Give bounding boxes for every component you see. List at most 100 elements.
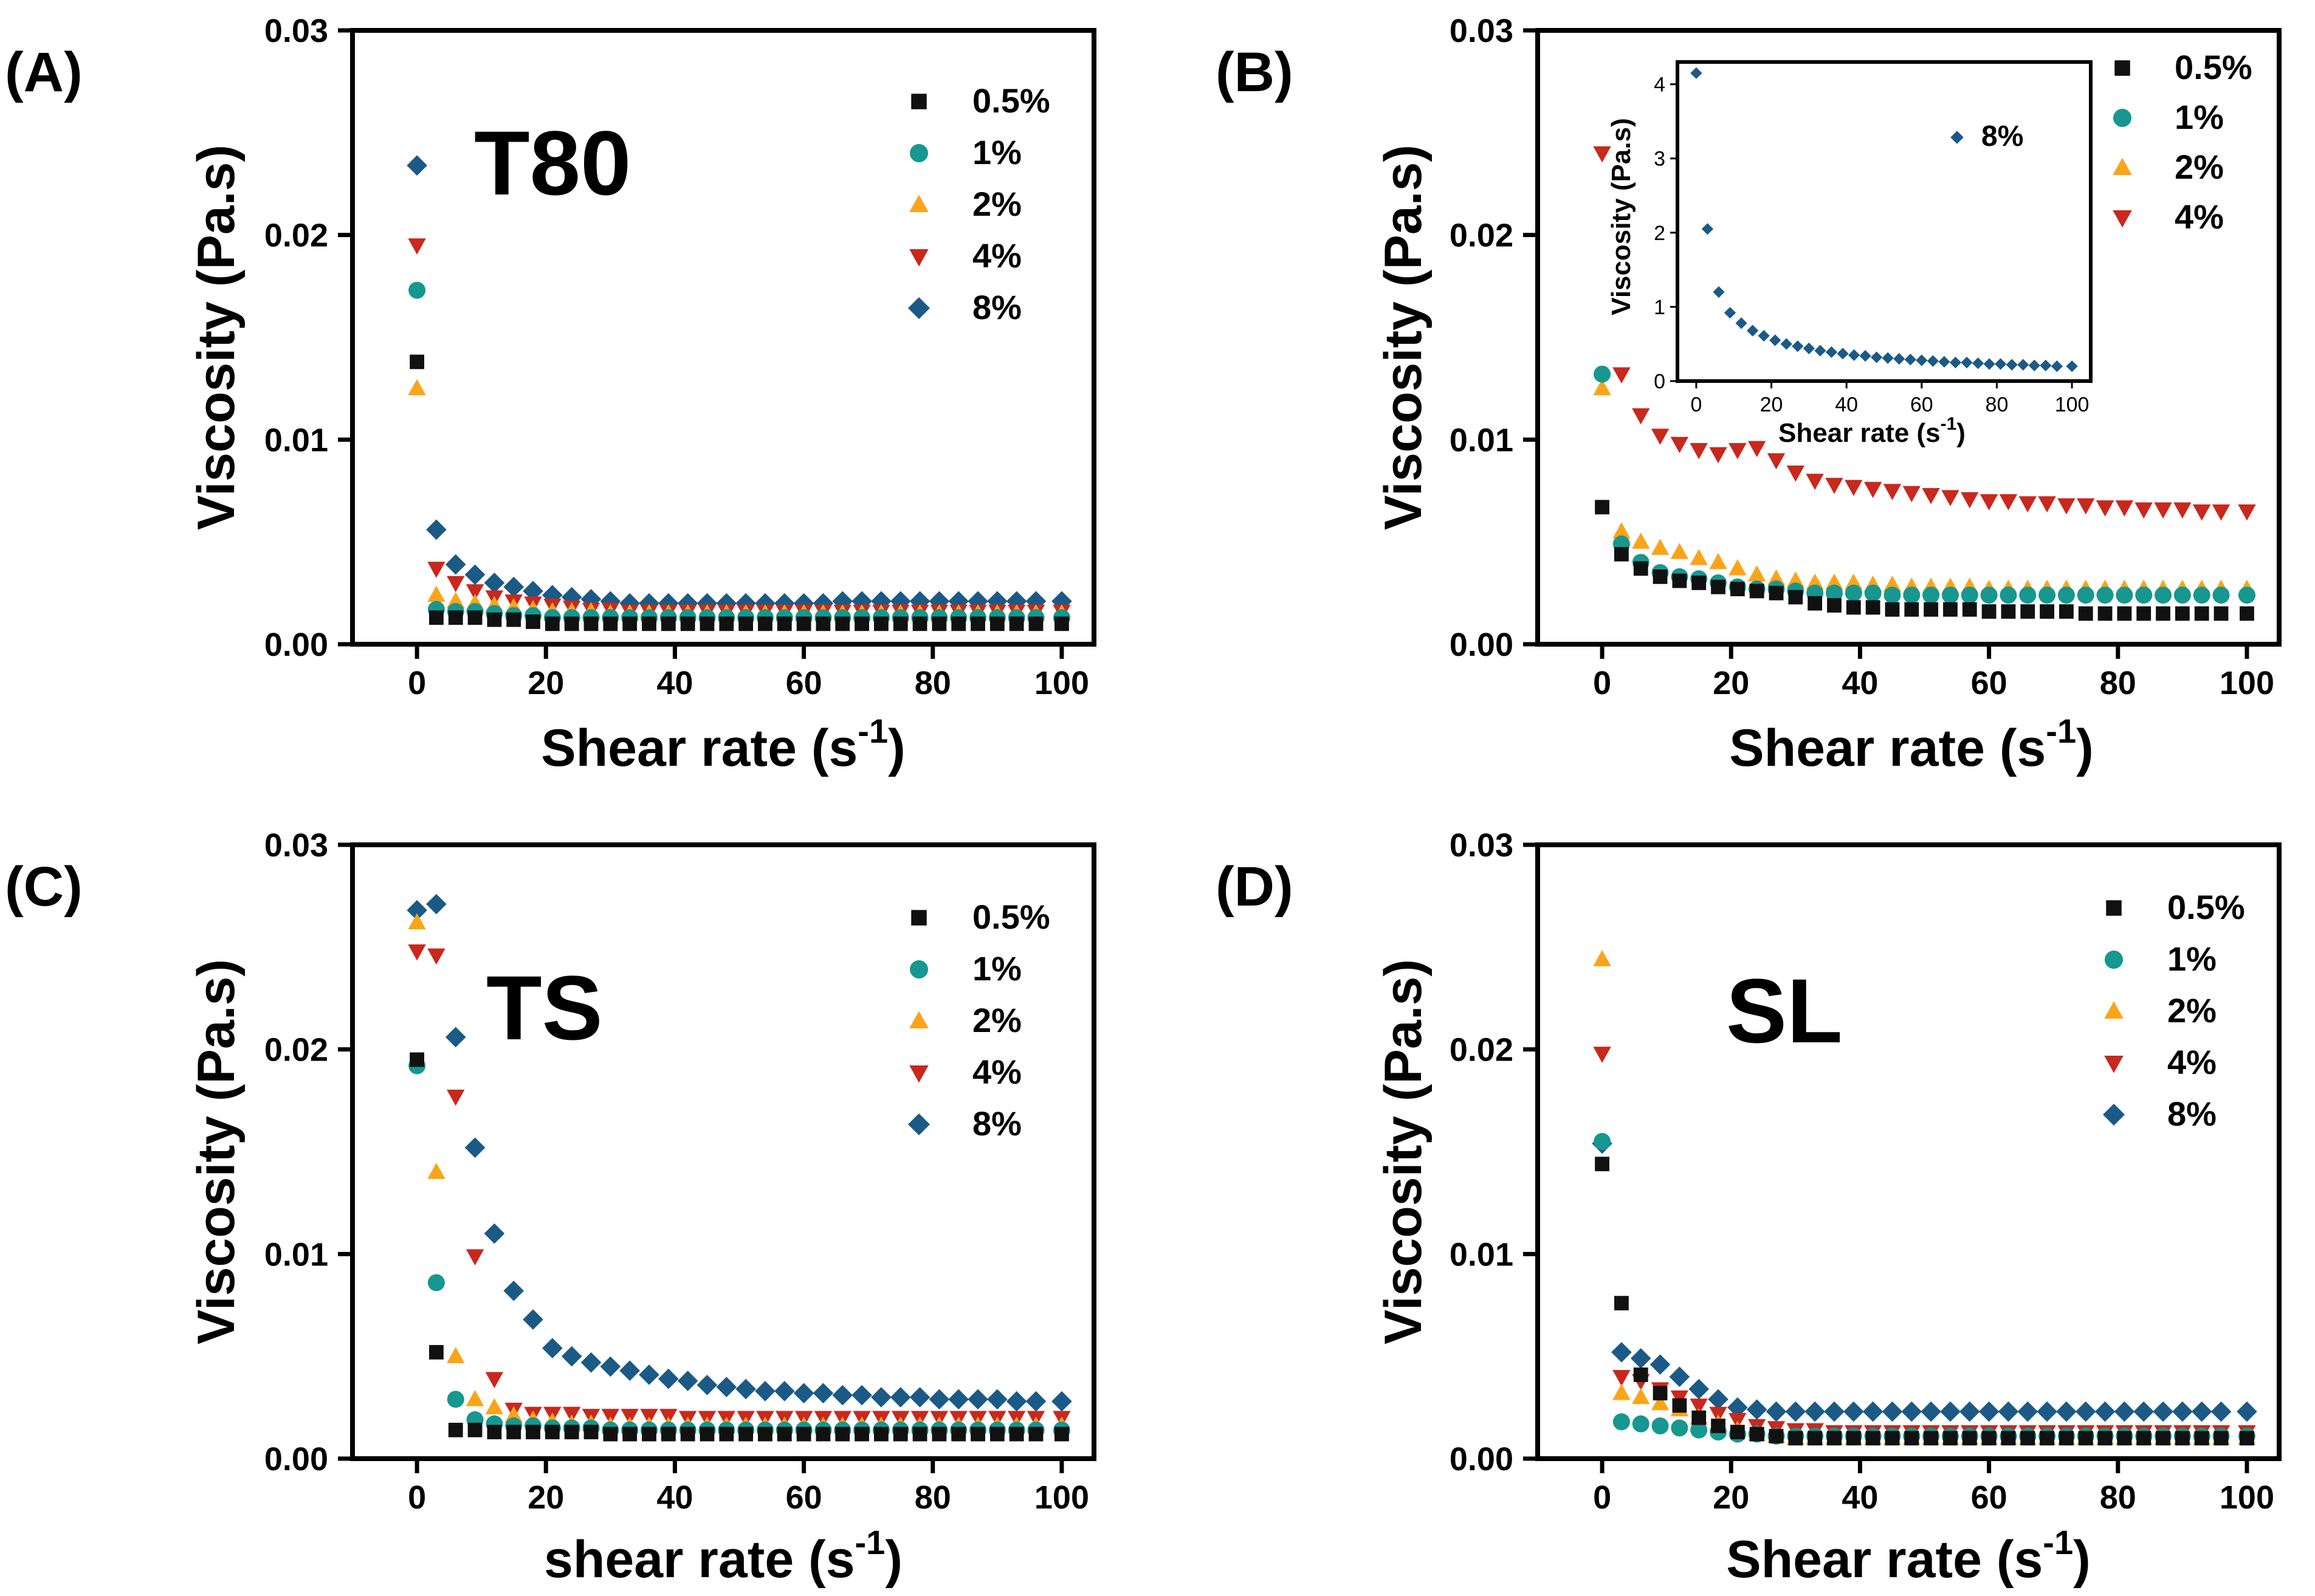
y-tick-label: 0.02 (264, 218, 328, 254)
data-point (1922, 586, 1940, 604)
data-point (1747, 565, 1766, 582)
data-point (2214, 606, 2229, 621)
y-tick-label: 0.02 (1450, 1032, 1513, 1068)
data-point (1614, 1296, 1629, 1311)
data-point (971, 1426, 985, 1442)
inset-data-point (1848, 349, 1860, 361)
data-point (1651, 1417, 1669, 1435)
data-point (410, 1052, 424, 1067)
data-point (1940, 1401, 1961, 1422)
data-point (1943, 1431, 1958, 1446)
data-point (2210, 1401, 2232, 1422)
data-point (1826, 584, 1843, 602)
data-point (1054, 616, 1069, 631)
data-point (1690, 442, 1708, 459)
data-point (1882, 1401, 1903, 1422)
legend-marker (911, 910, 927, 926)
data-point (1824, 1401, 1845, 1422)
data-point (893, 616, 908, 631)
data-point (2019, 586, 2037, 604)
x-tick-label: 80 (2100, 1479, 2136, 1516)
series-8pct (407, 893, 1072, 1412)
inset-x-tick-label: 100 (2055, 393, 2090, 416)
series-0_5pct (1595, 500, 2254, 621)
x-tick-label: 40 (1842, 1479, 1878, 1516)
inset-data-point (2006, 359, 2018, 371)
inset-data-point (1893, 353, 1905, 365)
data-point (2001, 1431, 2016, 1446)
data-point (1671, 1419, 1688, 1437)
x-tick-label: 20 (528, 665, 564, 701)
data-point (2001, 604, 2016, 619)
data-point (2077, 498, 2095, 515)
data-point (561, 1346, 582, 1367)
data-point (1028, 616, 1044, 631)
data-point (564, 1425, 579, 1440)
data-point (467, 610, 483, 625)
data-point (738, 616, 754, 631)
data-point (1746, 1399, 1767, 1420)
data-point (716, 1377, 737, 1397)
data-point (2017, 1401, 2038, 1422)
data-point (485, 1398, 504, 1415)
panel-b: (B)0.000.010.020.030 20 40 60 80 100Viscosity… (1216, 13, 2282, 777)
data-point (912, 616, 927, 631)
data-point (1612, 522, 1631, 539)
legend-marker (2113, 157, 2132, 175)
series-4pct (408, 238, 1071, 621)
data-point (758, 616, 772, 631)
data-point (1690, 1398, 1708, 1415)
data-point (506, 612, 521, 627)
data-point (968, 1389, 988, 1410)
data-point (2191, 1401, 2212, 1422)
legend-label: 4% (972, 1053, 1022, 1091)
data-point (2078, 606, 2093, 621)
data-point (1691, 576, 1707, 590)
y-tick-label: 0.03 (264, 13, 328, 49)
inset-data-point (2066, 360, 2078, 373)
x-tick-label: 20 (528, 1479, 564, 1516)
data-point (874, 616, 889, 631)
legend-label: 0.5% (972, 81, 1050, 120)
data-point (1009, 1426, 1024, 1442)
data-point (1593, 950, 1611, 966)
data-point (600, 1356, 621, 1377)
data-point (1690, 1421, 1708, 1439)
y-axis-title: Viscosity (Pa.s) (1374, 959, 1433, 1344)
x-tick-label: 0 (1593, 1479, 1611, 1516)
x-tick-label: 100 (2220, 665, 2274, 701)
data-point (948, 1389, 969, 1410)
data-point (1922, 488, 1940, 504)
inset-data-point (1995, 358, 2007, 370)
inset-data-point (2040, 359, 2052, 371)
data-point (680, 1426, 695, 1442)
data-point (1980, 494, 1998, 511)
data-point (1028, 1426, 1044, 1442)
inset-legend-marker (1950, 131, 1964, 144)
data-point (1962, 602, 1977, 617)
data-point (426, 519, 447, 540)
data-point (484, 1223, 505, 1244)
data-point (2238, 586, 2255, 604)
data-point (987, 1389, 1008, 1410)
x-tick-label: 0 (408, 665, 426, 701)
y-tick-label: 0.01 (264, 1236, 328, 1273)
data-point (1670, 436, 1689, 453)
legend-marker (2104, 1056, 2124, 1073)
data-point (971, 616, 985, 631)
inset-data-point (1713, 286, 1725, 298)
legend-label: 1% (972, 949, 1022, 988)
series-0_5pct (410, 1052, 1069, 1442)
data-point (1051, 1391, 1072, 1412)
inset-data-point (1758, 329, 1770, 342)
data-point (1865, 1431, 1880, 1446)
data-point (661, 1426, 676, 1442)
series-0_5pct (1595, 1157, 2254, 1446)
inset-data-point (1916, 354, 1928, 366)
data-point (1009, 616, 1024, 631)
chart-title: TS (486, 957, 603, 1059)
inset-data-point (1701, 223, 1714, 235)
x-axis-title: shear rate (s-1) (544, 1523, 903, 1589)
